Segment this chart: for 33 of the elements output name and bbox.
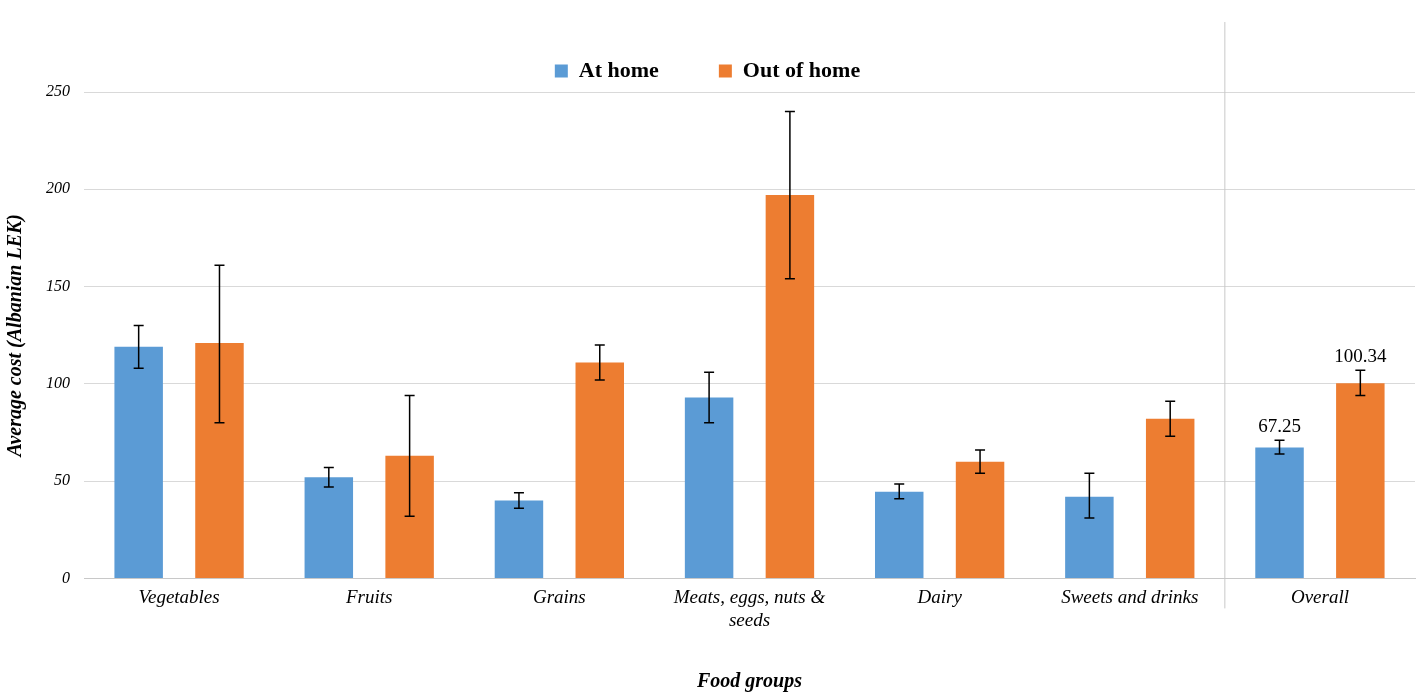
x-tick-label: Vegetables bbox=[138, 585, 220, 607]
legend-label: Out of home bbox=[742, 56, 861, 82]
bar bbox=[575, 362, 625, 578]
y-tick-label: 0 bbox=[62, 568, 70, 586]
bar bbox=[684, 397, 734, 578]
bar bbox=[955, 461, 1005, 578]
bar bbox=[1255, 447, 1304, 578]
x-tick-label: Sweets and drinks bbox=[1061, 585, 1199, 607]
x-axis-title: Food groups bbox=[695, 669, 803, 693]
data-label: 100.34 bbox=[1334, 344, 1387, 366]
legend-label: At home bbox=[578, 56, 660, 82]
y-tick-label: 100 bbox=[46, 374, 70, 392]
bar bbox=[195, 342, 244, 578]
y-tick-label: 200 bbox=[46, 179, 70, 197]
bar bbox=[1336, 383, 1385, 578]
x-tick-label: Dairy bbox=[916, 585, 963, 607]
y-axis-title: Average cost (Albanian LEK) bbox=[3, 214, 27, 459]
bar bbox=[1145, 418, 1195, 578]
bar bbox=[385, 455, 434, 578]
x-tick-label: Meats, eggs, nuts & seeds bbox=[672, 585, 826, 630]
x-tick-label: Overall bbox=[1290, 585, 1349, 607]
y-tick-label: 250 bbox=[46, 82, 70, 100]
data-label: 67.25 bbox=[1258, 414, 1301, 436]
bar bbox=[765, 195, 815, 578]
bar bbox=[304, 477, 354, 578]
x-tick-label: Fruits bbox=[344, 585, 393, 607]
y-tick-label: 50 bbox=[54, 471, 70, 489]
bar bbox=[874, 491, 924, 578]
bar bbox=[494, 500, 544, 578]
x-tick-label: Grains bbox=[532, 585, 586, 607]
bar bbox=[1065, 496, 1114, 578]
y-tick-label: 150 bbox=[46, 276, 70, 294]
bar bbox=[114, 346, 163, 578]
